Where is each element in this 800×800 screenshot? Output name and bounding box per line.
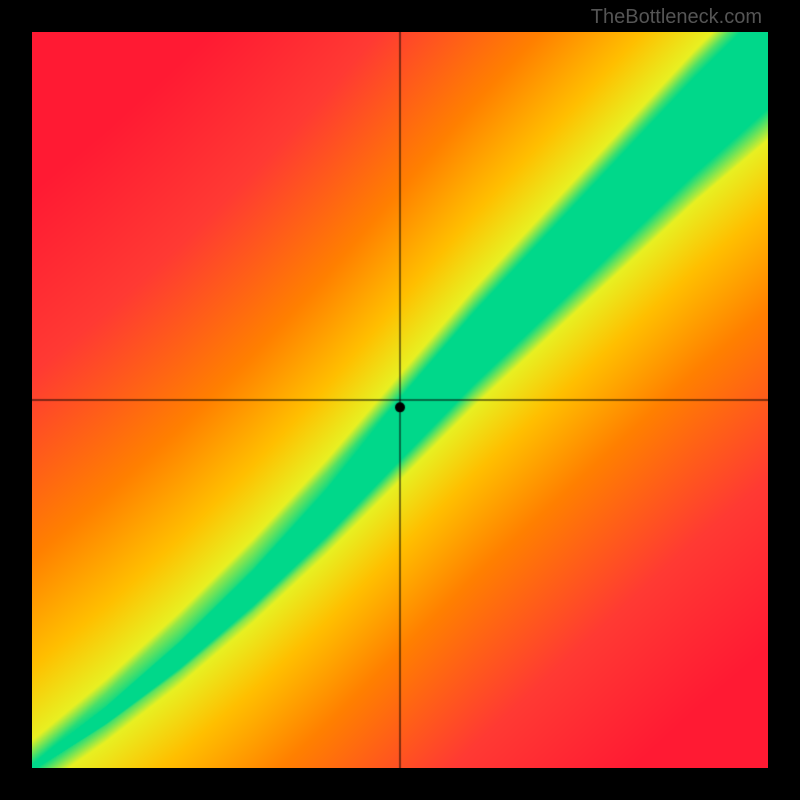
heatmap-canvas bbox=[32, 32, 768, 768]
watermark-text: TheBottleneck.com bbox=[591, 6, 762, 29]
chart-container: TheBottleneck.com bbox=[0, 0, 800, 800]
heatmap-area bbox=[32, 32, 768, 768]
